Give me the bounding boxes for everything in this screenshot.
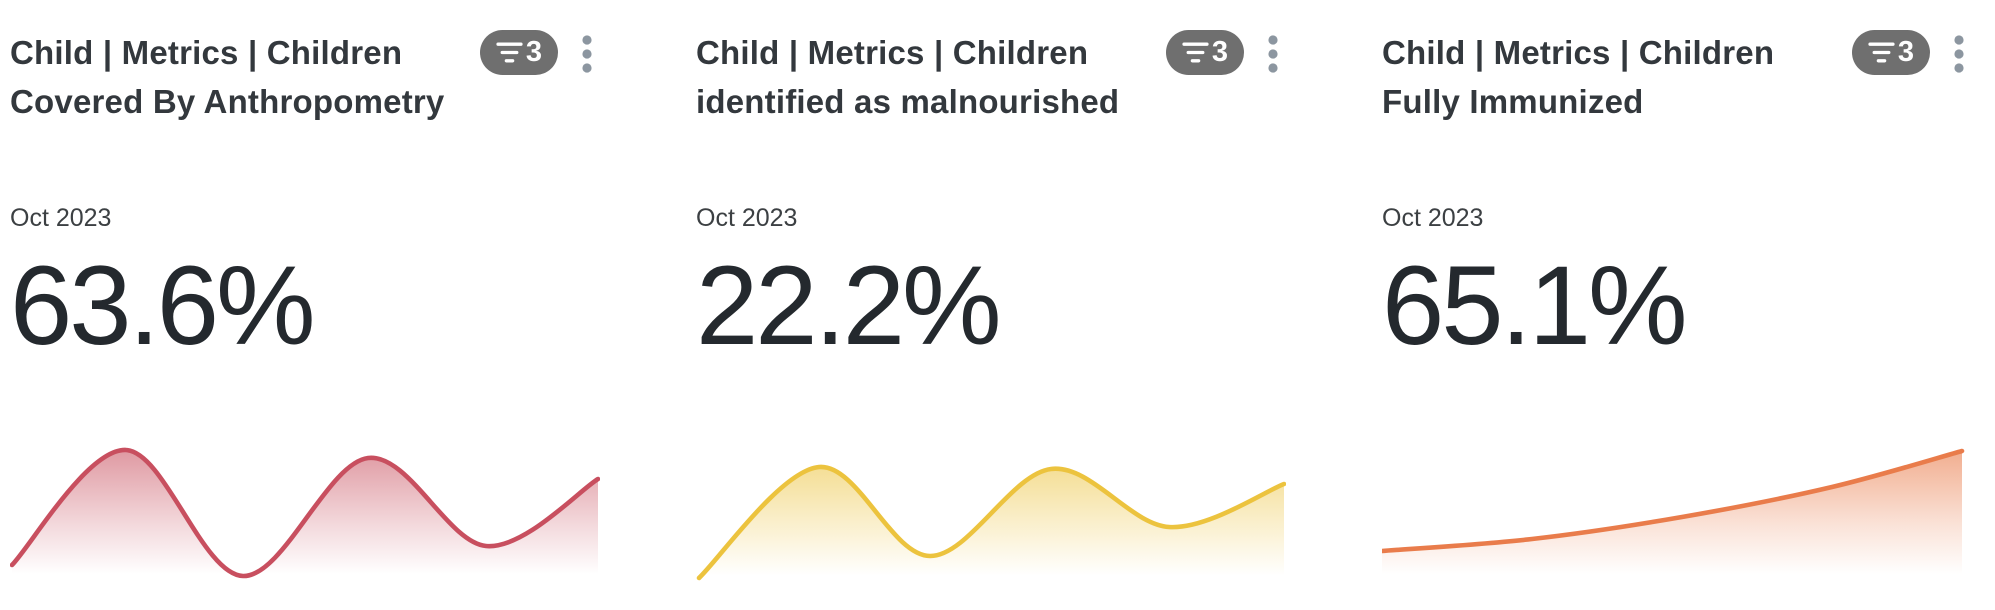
filter-count: 3 [525,36,543,68]
sparkline-chart [696,464,1286,585]
card-title-line1: Child | Metrics | Children [696,34,1089,71]
card-controls: 3 [1166,28,1280,75]
filter-badge[interactable]: 3 [480,30,558,75]
filter-icon [496,42,523,63]
metric-value: 63.6% [10,243,316,368]
kebab-menu-button[interactable] [580,30,594,73]
card-controls: 3 [480,28,594,75]
card-title: Child | Metrics | Children Fully Immuniz… [1382,28,1774,126]
card-title: Child | Metrics | Children identified as… [696,28,1119,126]
card-title-line2: Fully Immunized [1382,83,1644,120]
card-header: Child | Metrics | Children Covered By An… [10,0,600,126]
sparkline-chart [10,447,600,585]
sparkline-chart [1382,448,1965,585]
period-label: Oct 2023 [696,204,798,232]
filter-icon [1182,42,1209,63]
kebab-menu-icon [1268,35,1278,73]
card-header: Child | Metrics | Children Fully Immuniz… [1382,0,1972,126]
card-header: Child | Metrics | Children identified as… [696,0,1286,126]
period-label: Oct 2023 [1382,204,1484,232]
filter-badge[interactable]: 3 [1166,30,1244,75]
card-title-line2: Covered By Anthropometry [10,83,445,120]
filter-icon [1868,42,1895,63]
card-title: Child | Metrics | Children Covered By An… [10,28,444,126]
filter-count: 3 [1897,36,1915,68]
card-title-line1: Child | Metrics | Children [10,34,403,71]
kebab-menu-button[interactable] [1952,30,1966,73]
metric-value: 22.2% [696,243,1002,368]
filter-badge[interactable]: 3 [1852,30,1930,75]
kebab-menu-icon [1954,35,1964,73]
card-controls: 3 [1852,28,1966,75]
metric-value: 65.1% [1382,243,1688,368]
metric-card-malnourished: Child | Metrics | Children identified as… [696,0,1286,610]
card-title-line1: Child | Metrics | Children [1382,34,1775,71]
filter-count: 3 [1211,36,1229,68]
kebab-menu-button[interactable] [1266,30,1280,73]
kebab-menu-icon [582,35,592,73]
metric-card-anthropometry: Child | Metrics | Children Covered By An… [10,0,600,610]
period-label: Oct 2023 [10,204,112,232]
card-title-line2: identified as malnourished [696,83,1120,120]
metric-card-immunized: Child | Metrics | Children Fully Immuniz… [1382,0,1972,610]
